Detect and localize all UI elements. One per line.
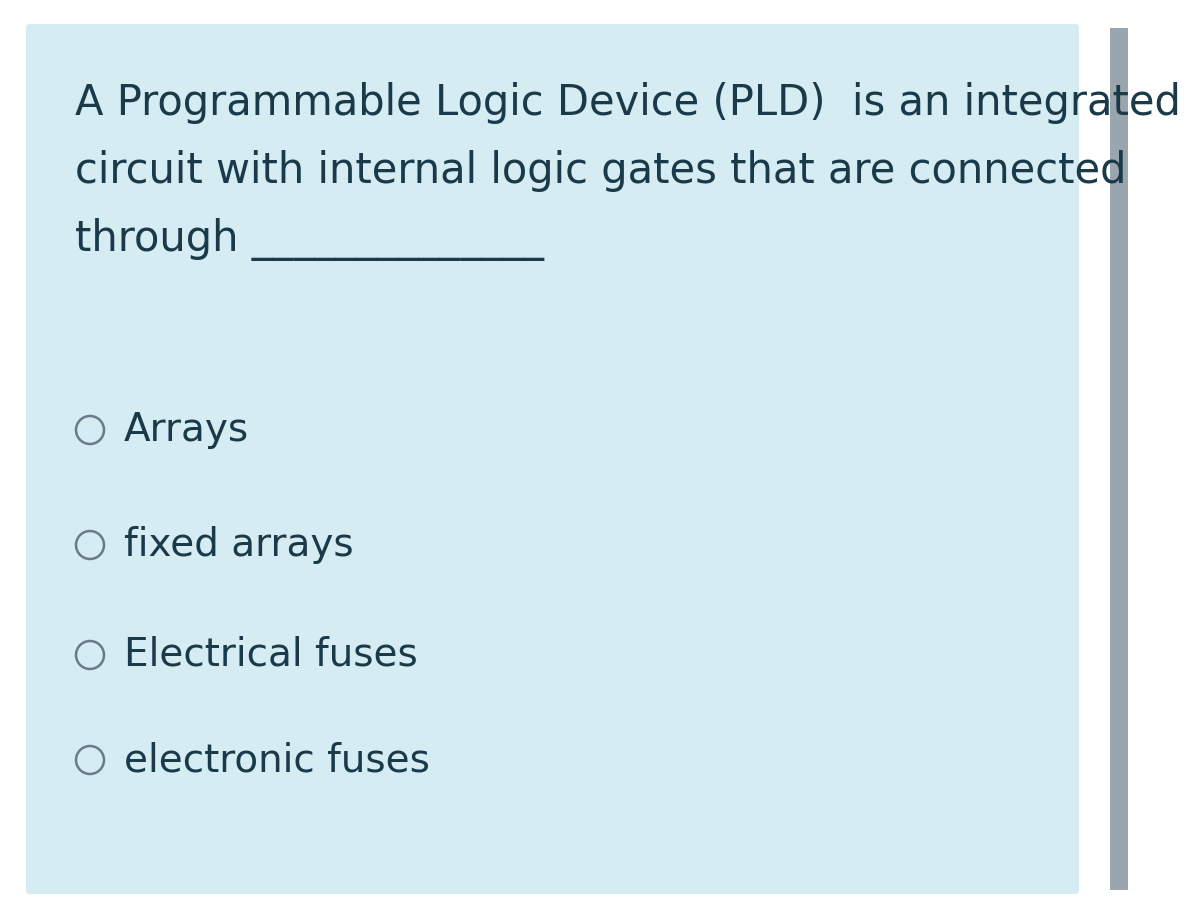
FancyBboxPatch shape (26, 24, 1079, 894)
Text: through ______________: through ______________ (74, 218, 544, 261)
Circle shape (76, 416, 104, 444)
Text: fixed arrays: fixed arrays (124, 526, 354, 564)
Text: electronic fuses: electronic fuses (124, 741, 430, 779)
Circle shape (76, 641, 104, 669)
Text: Electrical fuses: Electrical fuses (124, 636, 418, 674)
Circle shape (76, 746, 104, 774)
Text: circuit with internal logic gates that are connected: circuit with internal logic gates that a… (74, 150, 1127, 192)
Text: A Programmable Logic Device (PLD)  is an integrated: A Programmable Logic Device (PLD) is an … (74, 82, 1181, 124)
Text: Arrays: Arrays (124, 411, 250, 449)
Circle shape (76, 531, 104, 559)
Bar (1110, 28, 1128, 890)
